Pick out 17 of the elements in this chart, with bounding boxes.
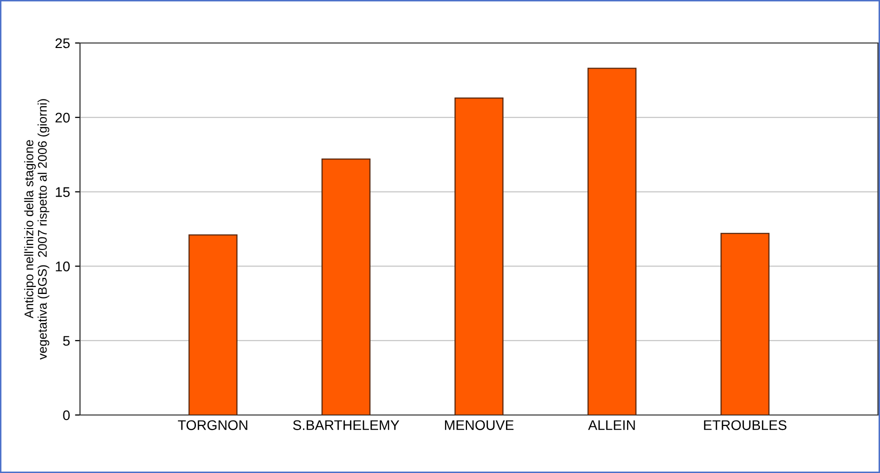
y-tick-label: 25: [56, 38, 70, 48]
bar: [454, 98, 504, 415]
y-tick-label: 10: [56, 262, 70, 272]
y-tick-label: 0: [63, 410, 70, 420]
bar: [720, 232, 770, 415]
y-axis-title: Anticipo nell'inizio della stagione vegetativa (BGS) 2007 rispetto al 2006 (giorni): [24, 99, 50, 360]
x-tick-label: MENOUVE: [445, 420, 514, 430]
bar: [188, 234, 238, 415]
x-tick-label: S.BARTHELEMY: [293, 420, 400, 430]
bar: [588, 68, 636, 415]
bar: [322, 158, 370, 415]
y-tick-label: 5: [63, 336, 70, 346]
x-tick-label: ALLEIN: [588, 420, 635, 430]
y-tick-label: 15: [56, 187, 70, 197]
y-tick-label: 20: [56, 112, 70, 123]
x-tick-label: TORGNON: [178, 420, 248, 430]
x-tick-label: ETROUBLES: [704, 420, 786, 430]
